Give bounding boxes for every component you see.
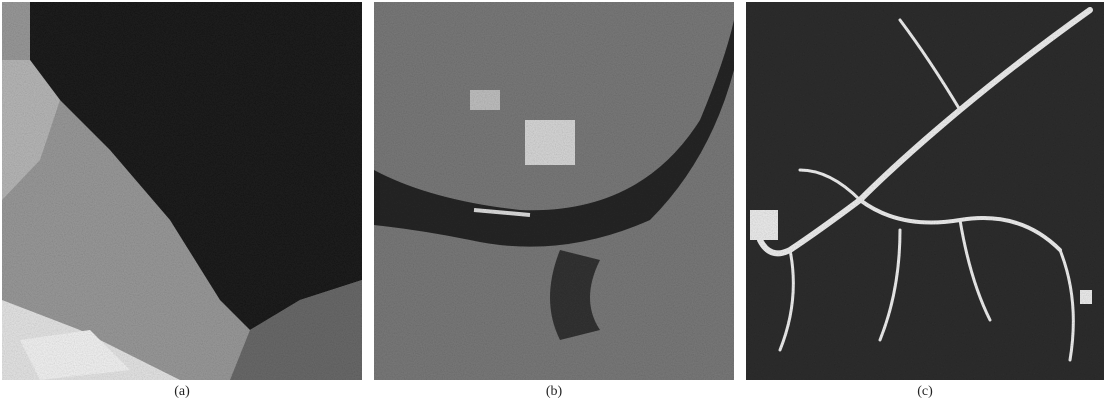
panel-a-image bbox=[2, 2, 362, 380]
panel-caption: (a) bbox=[174, 384, 190, 399]
page: {"figure": {"panels": [{"caption": "(a)"… bbox=[0, 0, 1108, 403]
panel-c-image bbox=[746, 2, 1104, 380]
panel-b-image bbox=[374, 2, 734, 380]
panel-caption: (c) bbox=[917, 384, 933, 399]
figure: (a) (b) (c) bbox=[0, 0, 1108, 403]
panel-caption: (b) bbox=[546, 384, 563, 399]
